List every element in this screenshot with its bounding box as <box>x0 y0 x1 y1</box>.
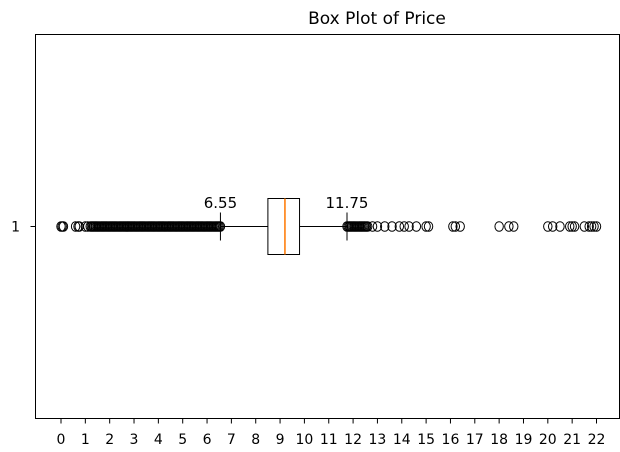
outlier-high <box>411 221 422 232</box>
outlier-high <box>565 221 575 232</box>
outlier-high <box>579 221 590 232</box>
plot-marks: 6.55 11.75 <box>56 194 602 255</box>
x-tick-label: 21 <box>563 432 581 448</box>
outlier-high <box>421 221 431 232</box>
outlier-high <box>586 221 597 232</box>
outlier-high <box>404 221 414 232</box>
outlier-high <box>372 221 383 232</box>
outlier-high <box>387 221 397 232</box>
x-tick-label: 10 <box>295 432 313 448</box>
outlier-high <box>399 221 409 232</box>
y-tick-label: 1 <box>11 220 20 236</box>
outlier-low <box>215 221 226 232</box>
outlier-low <box>58 221 69 232</box>
x-tick-label: 8 <box>251 432 260 448</box>
outlier-high <box>504 221 514 232</box>
outlier-high <box>448 221 458 232</box>
outlier-high <box>591 221 602 232</box>
x-tick-label: 9 <box>276 432 285 448</box>
x-tick-label: 15 <box>417 432 435 448</box>
x-tick-label: 19 <box>515 432 533 448</box>
outlier-high <box>455 221 465 232</box>
outlier-high <box>543 221 553 232</box>
x-tick-label: 20 <box>539 432 557 448</box>
outlier-high <box>367 221 378 232</box>
x-tick-label: 22 <box>588 432 606 448</box>
outlier-low <box>70 221 81 232</box>
x-tick-label: 18 <box>490 432 508 448</box>
outlier-high <box>567 221 577 232</box>
outlier-high <box>380 221 390 232</box>
x-tick-label: 13 <box>369 432 387 448</box>
x-tick-label: 5 <box>178 432 187 448</box>
x-tick-label: 4 <box>154 432 163 448</box>
x-tick-label: 14 <box>393 432 411 448</box>
x-tick-label: 12 <box>344 432 362 448</box>
x-tick-label: 16 <box>442 432 460 448</box>
x-tick-label: 2 <box>105 432 114 448</box>
x-tick-label: 6 <box>203 432 212 448</box>
outlier-high <box>394 221 405 232</box>
x-tick-label: 7 <box>227 432 236 448</box>
outlier-high <box>494 221 504 232</box>
outlier-high <box>584 221 594 232</box>
outlier-high <box>589 221 599 232</box>
outlier-high <box>569 221 580 232</box>
x-tick-label: 3 <box>130 432 139 448</box>
outlier-high <box>362 221 373 232</box>
axes: 0 1 2 3 4 5 6 7 8 9 10 11 12 13 14 15 16 17 18 19 20 21 221 <box>11 220 605 449</box>
x-tick-label: 11 <box>320 432 338 448</box>
outlier-high <box>555 221 565 232</box>
x-tick-label: 0 <box>57 432 66 448</box>
x-tick-label: 17 <box>466 432 484 448</box>
iqr-box <box>267 198 301 255</box>
outlier-high <box>450 221 461 232</box>
chart-title: Box Plot of Price <box>308 9 446 29</box>
outlier-high <box>509 221 519 232</box>
annotation-whisker-high: 11.75 <box>326 194 369 212</box>
annotation-whisker-low: 6.55 <box>204 194 237 212</box>
outlier-high <box>547 221 558 232</box>
outlier-high <box>423 221 434 232</box>
x-tick-label: 1 <box>81 432 90 448</box>
